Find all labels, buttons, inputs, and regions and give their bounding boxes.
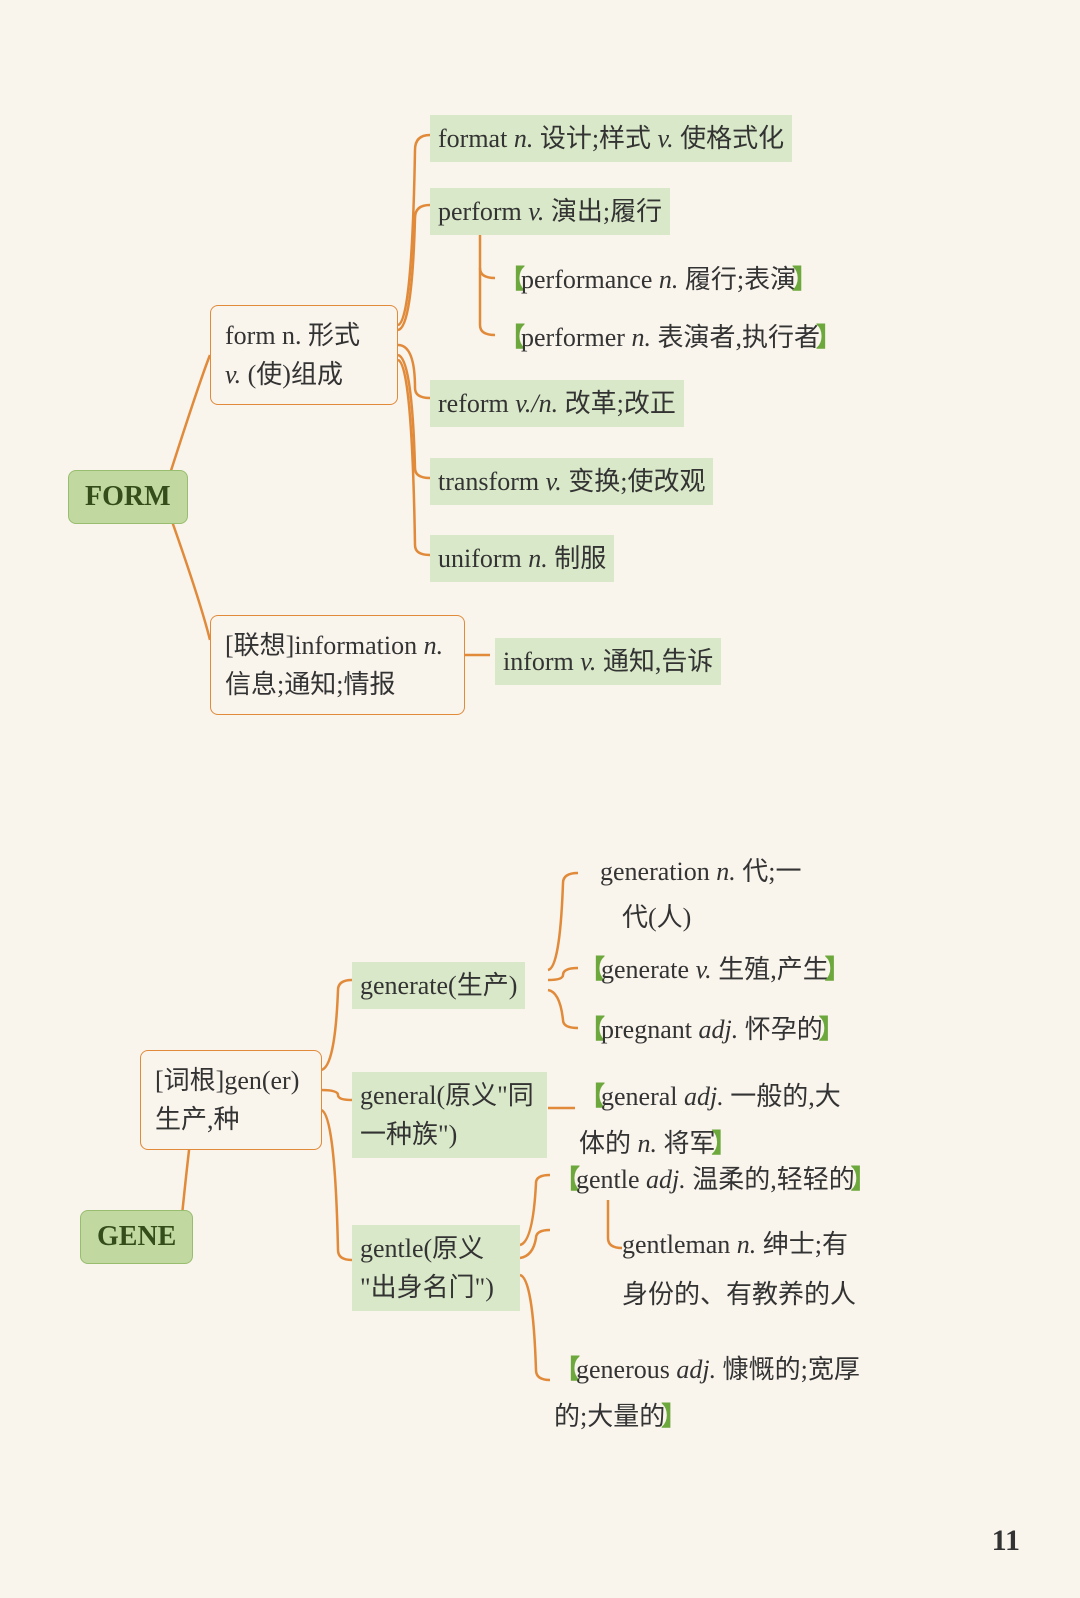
root-form: FORM xyxy=(68,470,188,524)
sub-gentle: gentle(原义 "出身名门") xyxy=(352,1225,520,1311)
gener-l1: [词根]gen(er) xyxy=(155,1066,299,1095)
node-form-def: form n. 形式 v. (使)组成 xyxy=(210,305,398,405)
connector-lines xyxy=(0,0,1080,1598)
leaf-generous: generous adj. 慷慨的;宽厚的;大量的 xyxy=(550,1345,864,1443)
leaf-uniform: uniform n. 制服 xyxy=(430,535,614,582)
info-l1: [联想]information n. xyxy=(225,631,443,660)
info-l2: 信息;通知;情报 xyxy=(225,670,395,699)
leaf-performance: performance n. 履行;表演 xyxy=(495,258,822,301)
sub-generate: generate(生产) xyxy=(352,962,525,1009)
leaf-gentleman-l1: gentleman n. 绅士;有 xyxy=(622,1225,848,1264)
leaf-reform: reform v./n. 改革;改正 xyxy=(430,380,684,427)
leaf-inform: inform v. 通知,告诉 xyxy=(495,638,721,685)
gener-l2: 生产,种 xyxy=(155,1105,240,1134)
root-gene: GENE xyxy=(80,1210,193,1264)
leaf-performer: performer n. 表演者,执行者 xyxy=(495,316,846,359)
general-l2: 一种族") xyxy=(360,1120,457,1149)
page-number: 11 xyxy=(992,1524,1020,1558)
general-l1: general(原义"同 xyxy=(360,1081,534,1110)
leaf-perform: perform v. 演出;履行 xyxy=(430,188,670,235)
leaf-gentle: gentle adj. 温柔的,轻轻的 xyxy=(550,1158,881,1201)
diagram-canvas: FORM form n. 形式 v. (使)组成 format n. 设计;样式… xyxy=(0,0,1080,1598)
leaf-transform: transform v. 变换;使改观 xyxy=(430,458,713,505)
leaf-generation-l2: 代(人) xyxy=(622,898,691,937)
leaf-generation-l1: generation n. 代;一 xyxy=(600,852,801,891)
form-def-l2: v. (使)组成 xyxy=(225,360,343,389)
leaf-pregnant: pregnant adj. 怀孕的 xyxy=(575,1008,849,1051)
gentle-l2: "出身名门") xyxy=(360,1273,494,1302)
leaf-format: format n. 设计;样式 v. 使格式化 xyxy=(430,115,792,162)
gentle-l1: gentle(原义 xyxy=(360,1234,484,1263)
leaf-generate: generate v. 生殖,产生 xyxy=(575,948,855,991)
form-def-l1: form n. 形式 xyxy=(225,321,360,350)
leaf-gentleman-l2: 身份的、有教养的人 xyxy=(622,1275,856,1314)
leaf-general: general adj. 一般的,大体的 n. 将军 xyxy=(575,1072,845,1170)
node-information: [联想]information n. 信息;通知;情报 xyxy=(210,615,465,715)
sub-general: general(原义"同 一种族") xyxy=(352,1072,547,1158)
node-gener: [词根]gen(er) 生产,种 xyxy=(140,1050,322,1150)
